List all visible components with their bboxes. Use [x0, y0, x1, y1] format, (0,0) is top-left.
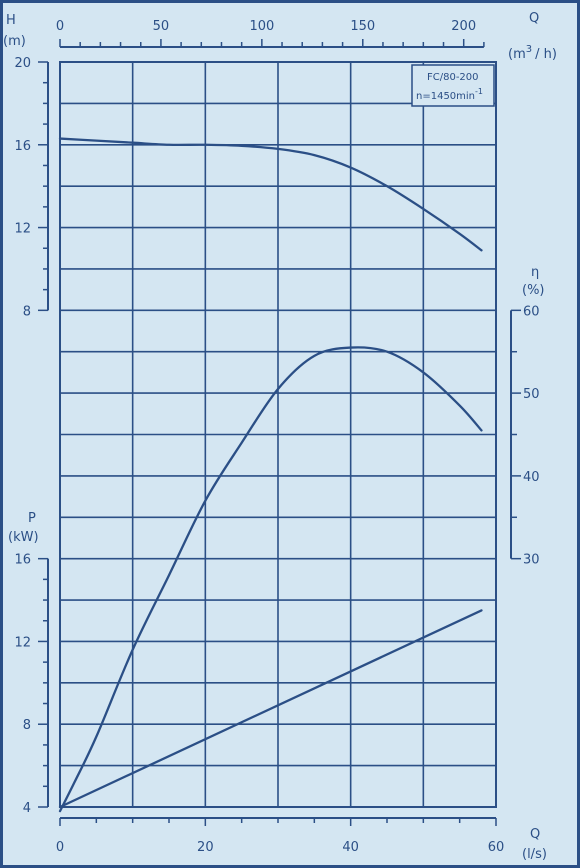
power-axis-tick-label: 8 — [23, 718, 31, 733]
head-axis-tick-label: 20 — [14, 56, 31, 71]
speed-label-exp: -1 — [475, 87, 483, 96]
bottom-x-tick-label: 20 — [197, 840, 214, 855]
head-axis-unit: (m) — [3, 34, 26, 49]
efficiency-axis-tick-label: 50 — [523, 387, 540, 402]
top-x-axis-unit: (m3/ h) — [508, 44, 557, 62]
head-axis-tick-label: 12 — [14, 222, 31, 237]
top-x-axis-letter: Q — [529, 11, 539, 26]
top-x-tick-label: 200 — [451, 19, 476, 34]
efficiency-axis-tick-label: 30 — [523, 553, 540, 568]
top-x-unit-prefix: (m — [508, 47, 526, 62]
efficiency-axis-letter: η — [531, 265, 539, 280]
series-group — [58, 137, 483, 813]
model-legend-box: FC/80-200 n=1450min-1 — [411, 64, 495, 107]
grid — [60, 62, 496, 807]
bottom-x-axis-unit: (l/s) — [522, 847, 547, 862]
head-axis-tick-label: 16 — [14, 139, 31, 154]
power-axis-tick-label: 16 — [14, 553, 31, 568]
top-x-unit-suffix: / h) — [535, 47, 557, 62]
power-axis-tick-label: 12 — [14, 635, 31, 650]
efficiency-axis-tick-label: 40 — [523, 470, 540, 485]
bottom-x-tick-label: 0 — [56, 840, 64, 855]
head-axis-tick-label: 8 — [23, 304, 31, 319]
head-curve — [58, 137, 483, 252]
bottom-x-tick-label: 60 — [488, 840, 505, 855]
speed-label-text: n=1450min — [416, 91, 475, 102]
power-axis-letter: P — [28, 511, 36, 526]
top-x-tick-label: 0 — [56, 19, 64, 34]
speed-label: n=1450min-1 — [416, 87, 483, 102]
model-label: FC/80-200 — [427, 72, 479, 83]
top-x-tick-label: 100 — [249, 19, 274, 34]
efficiency-axis-unit: (%) — [522, 283, 545, 298]
power-axis-tick-label: 4 — [23, 801, 31, 816]
power-curve — [58, 609, 483, 809]
bottom-x-tick-label: 40 — [342, 840, 359, 855]
head-axis-letter: H — [6, 13, 16, 28]
efficiency-axis-tick-label: 60 — [523, 304, 540, 319]
top-x-tick-label: 50 — [153, 19, 170, 34]
top-x-tick-label: 150 — [350, 19, 375, 34]
efficiency-curve — [58, 346, 483, 813]
power-axis-unit: (kW) — [8, 530, 39, 545]
top-x-unit-exp: 3 — [526, 44, 532, 55]
axes: 0 50 100 150 200 0 20 40 60 8 12 16 20 30 40 50 60 4 8 12 16 — [14, 19, 539, 855]
bottom-x-axis-letter: Q — [530, 827, 540, 842]
